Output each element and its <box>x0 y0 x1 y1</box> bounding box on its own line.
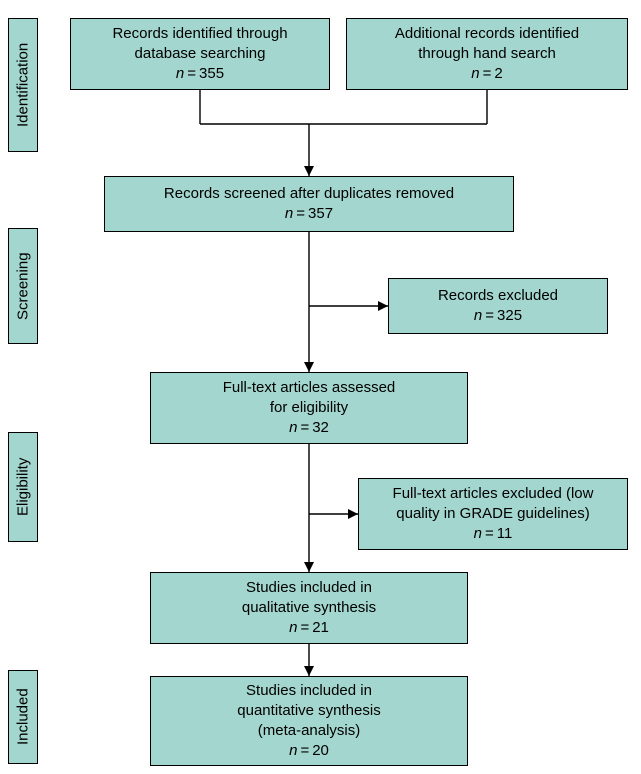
n-line: n = 21 <box>289 618 329 638</box>
box-text-line: (meta-analysis) <box>258 721 361 741</box>
n-line: n = 32 <box>289 418 329 438</box>
n-variable: n <box>285 205 293 222</box>
n-line: n = 2 <box>471 64 502 84</box>
box-text-line: quality in GRADE guidelines) <box>396 504 589 524</box>
n-variable: n <box>176 65 184 82</box>
n-variable: n <box>474 525 482 542</box>
n-variable: n <box>474 307 482 324</box>
box-text-line: Studies included in <box>246 578 372 598</box>
box-text-line: Additional records identified <box>395 24 579 44</box>
box-qual: Studies included inqualitative synthesis… <box>150 572 468 644</box>
box-text-line: database searching <box>135 44 266 64</box>
box-text-line: qualitative synthesis <box>242 598 376 618</box>
box-text-line: Studies included in <box>246 681 372 701</box>
box-text-line: through hand search <box>418 44 556 64</box>
stage-included: Included <box>8 670 38 764</box>
box-text-line: Records screened after duplicates remove… <box>164 184 454 204</box>
n-variable: n <box>289 742 297 759</box>
box-excl2: Full-text articles excluded (lowquality … <box>358 478 628 550</box>
box-text-line: Full-text articles assessed <box>223 378 396 398</box>
box-hand: Additional records identifiedthrough han… <box>346 18 628 90</box>
box-text-line: quantitative synthesis <box>237 701 380 721</box>
n-line: n = 11 <box>474 524 513 544</box>
n-variable: n <box>289 419 297 436</box>
box-text-line: Full-text articles excluded (low <box>393 484 594 504</box>
box-text-line: Records excluded <box>438 286 558 306</box>
stage-screening: Screening <box>8 228 38 344</box>
n-line: n = 355 <box>176 64 224 84</box>
box-excl1: Records excludedn = 325 <box>388 278 608 334</box>
box-db: Records identified throughdatabase searc… <box>70 18 330 90</box>
n-line: n = 325 <box>474 306 522 326</box>
box-screened: Records screened after duplicates remove… <box>104 176 514 232</box>
n-variable: n <box>471 65 479 82</box>
stage-eligibility: Eligibility <box>8 432 38 542</box>
n-line: n = 20 <box>289 741 329 761</box>
stage-identification: Identification <box>8 18 38 152</box>
box-text-line: Records identified through <box>112 24 287 44</box>
box-text-line: for eligibility <box>270 398 348 418</box>
box-fulltext: Full-text articles assessedfor eligibili… <box>150 372 468 444</box>
n-line: n = 357 <box>285 204 333 224</box>
box-quant: Studies included inquantitative synthesi… <box>150 676 468 766</box>
n-variable: n <box>289 619 297 636</box>
